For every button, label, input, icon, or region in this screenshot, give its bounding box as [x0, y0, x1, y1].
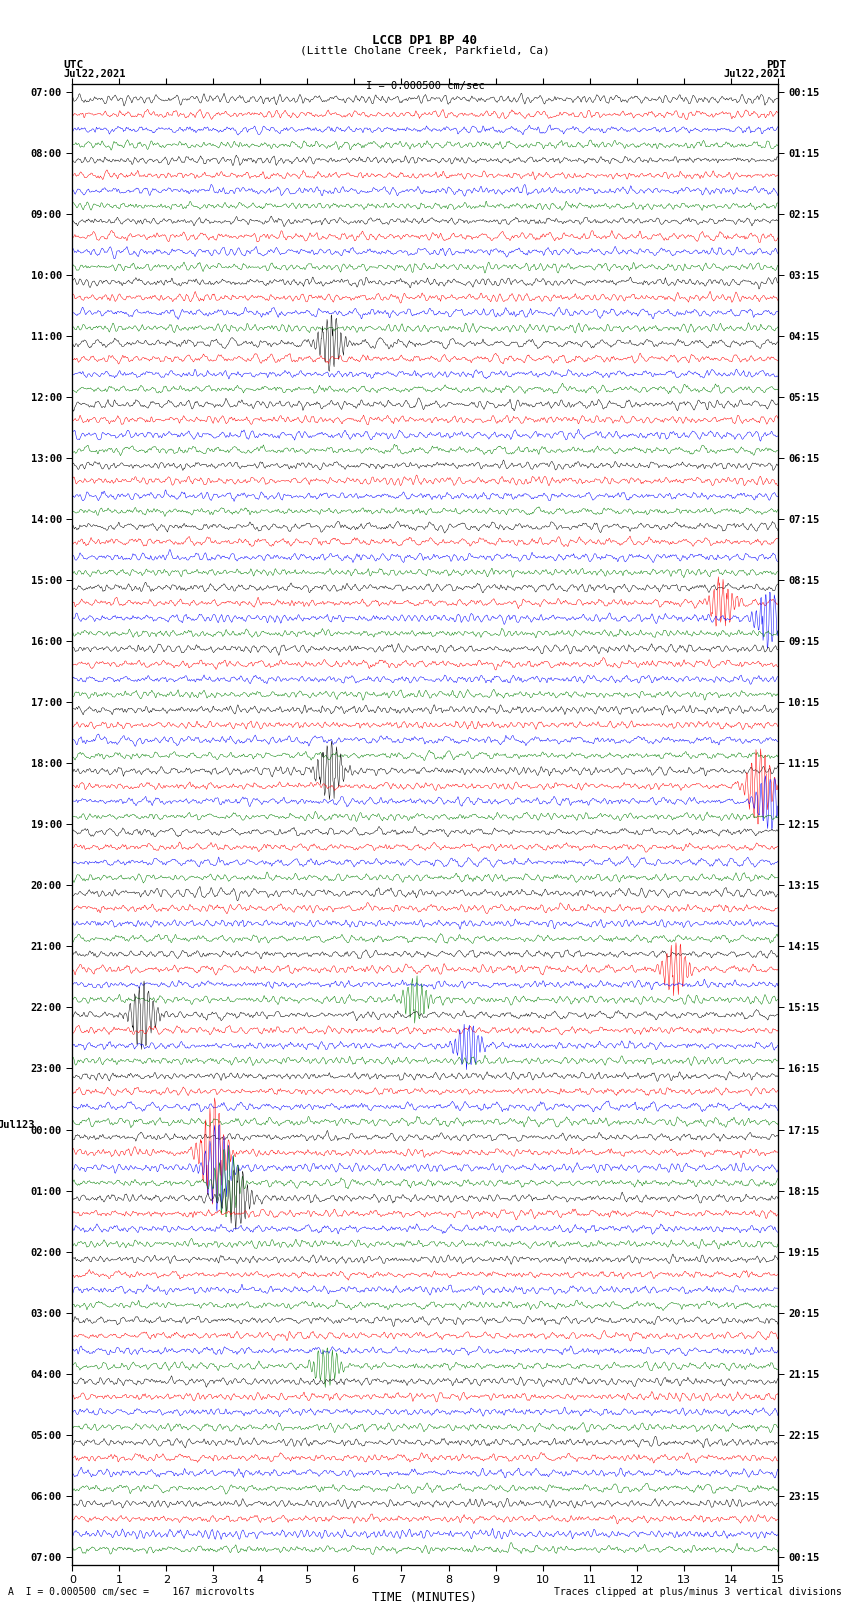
Text: Traces clipped at plus/minus 3 vertical divisions: Traces clipped at plus/minus 3 vertical …: [553, 1587, 842, 1597]
X-axis label: TIME (MINUTES): TIME (MINUTES): [372, 1590, 478, 1603]
Text: UTC: UTC: [64, 60, 84, 69]
Text: Jul123: Jul123: [0, 1119, 35, 1129]
Text: I = 0.000500 cm/sec: I = 0.000500 cm/sec: [366, 81, 484, 90]
Text: A  I = 0.000500 cm/sec =    167 microvolts: A I = 0.000500 cm/sec = 167 microvolts: [8, 1587, 255, 1597]
Text: (Little Cholane Creek, Parkfield, Ca): (Little Cholane Creek, Parkfield, Ca): [300, 45, 550, 55]
Text: PDT: PDT: [766, 60, 786, 69]
Text: LCCB DP1 BP 40: LCCB DP1 BP 40: [372, 34, 478, 47]
Text: Jul22,2021: Jul22,2021: [64, 69, 127, 79]
Text: Jul22,2021: Jul22,2021: [723, 69, 786, 79]
